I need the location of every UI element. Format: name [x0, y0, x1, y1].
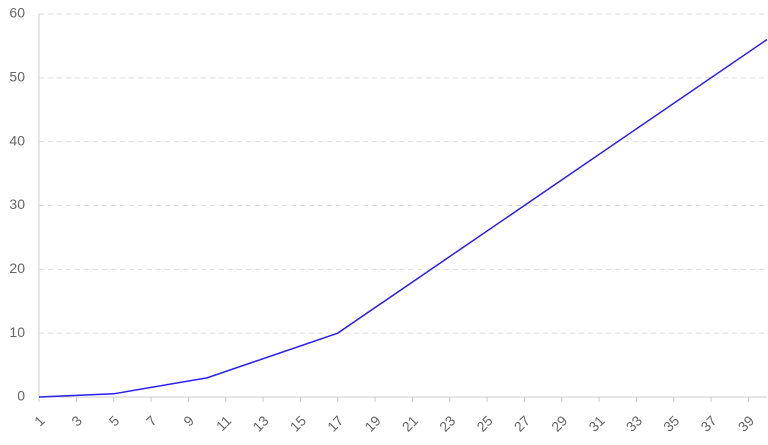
x-tick-label: 23 — [436, 412, 458, 434]
x-tick-label: 27 — [511, 412, 533, 434]
x-tick-label: 15 — [287, 412, 309, 434]
x-tick-label: 5 — [106, 412, 123, 429]
y-tick-label: 30 — [9, 196, 25, 212]
line — [38, 38, 768, 398]
x-tick-label: 7 — [143, 412, 160, 429]
y-tick-label: 10 — [9, 324, 25, 340]
x-tick-label: 39 — [735, 412, 757, 434]
x-tick-label: 29 — [548, 412, 570, 434]
y-tick-label: 20 — [9, 260, 25, 276]
x-tick-label: 9 — [180, 412, 197, 429]
x-tick-label: 1 — [31, 412, 48, 429]
x-tick-label: 19 — [361, 412, 383, 434]
x-tick-label: 21 — [399, 412, 421, 434]
y-tick-label: 50 — [9, 69, 25, 85]
x-tick-label: 13 — [249, 412, 271, 434]
x-tick-label: 17 — [324, 412, 346, 434]
x-tick-label: 11 — [213, 412, 235, 434]
x-tick-label: 3 — [68, 412, 85, 429]
x-tick-label: 35 — [660, 412, 682, 434]
x-tick-label: 25 — [473, 412, 495, 434]
x-tick-label: 31 — [585, 412, 607, 434]
x-tick-label: 33 — [623, 412, 645, 434]
y-tick-label: 60 — [9, 5, 25, 21]
y-tick-label: 0 — [17, 388, 25, 404]
x-tick-label: 37 — [697, 412, 719, 434]
y-tick-label: 40 — [9, 132, 25, 148]
